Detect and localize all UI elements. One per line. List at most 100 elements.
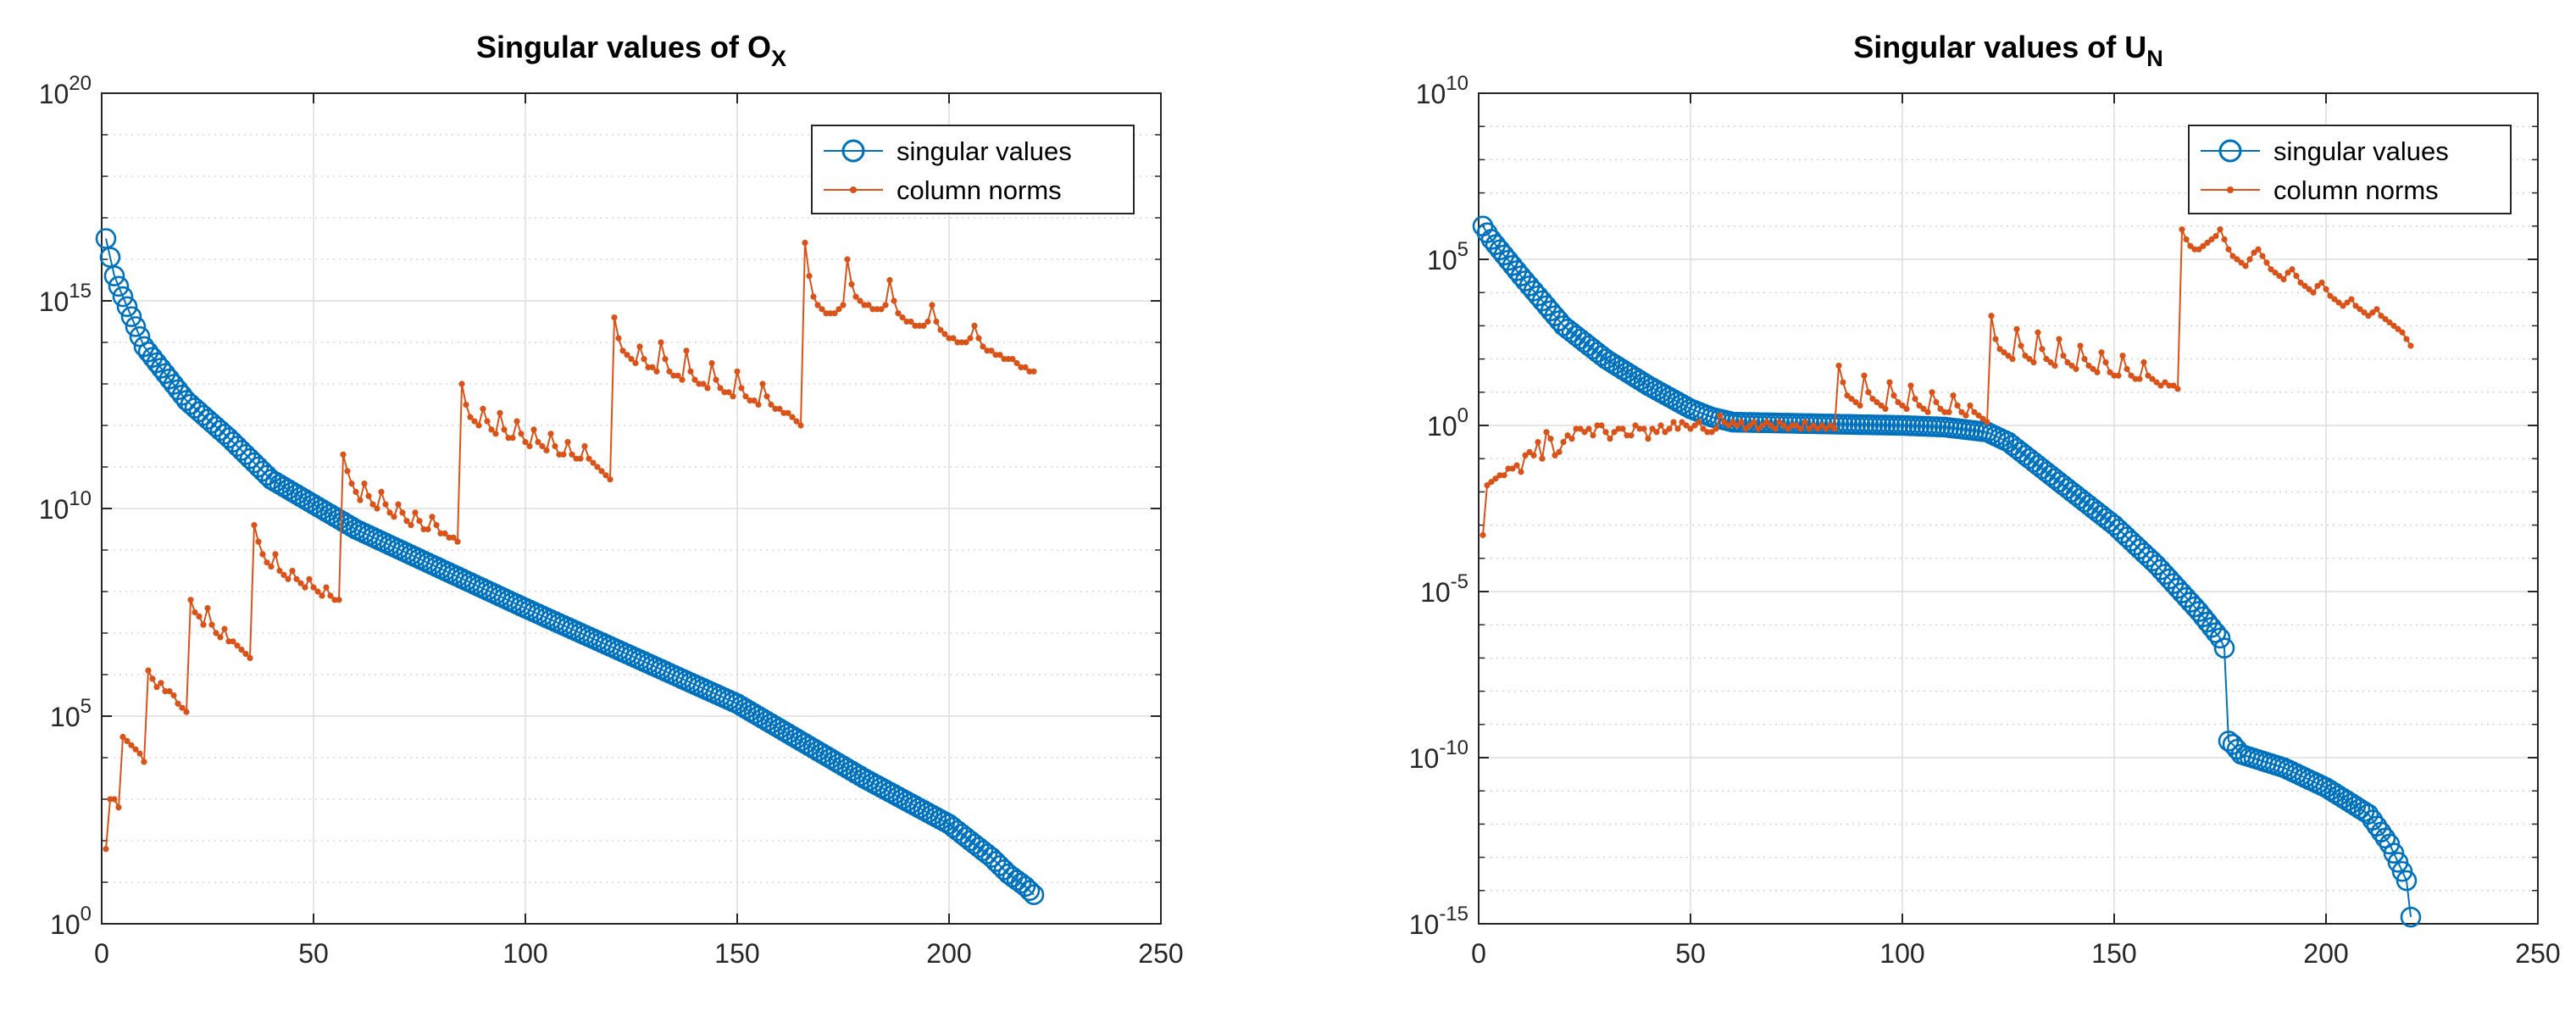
data-point-column-norms-139	[687, 368, 694, 375]
data-point-column-norms-4	[1492, 475, 1499, 482]
data-point-column-norms-54	[327, 592, 334, 599]
data-point-column-norms-163	[2166, 382, 2173, 389]
chart-title-left: Singular values of OX	[476, 30, 786, 71]
series-right	[1472, 215, 2422, 928]
data-point-column-norms-193	[2293, 273, 2300, 280]
xtick-label-left-250: 250	[1138, 938, 1183, 969]
ytick-label-exp: 20	[69, 72, 92, 95]
legend-label-column-right: column norms	[2273, 175, 2439, 205]
legend-marker-column-right	[2227, 186, 2234, 193]
data-point-singular-values-216	[2383, 842, 2405, 864]
data-point-column-norms-72	[403, 518, 410, 525]
data-point-column-norms-10	[1518, 469, 1524, 475]
data-point-column-norms-104	[539, 442, 546, 450]
axes-right: 0 50 100 150 200 25010-1510-1010-51001051010 …	[1409, 30, 2561, 969]
data-point-column-norms-57	[1717, 412, 1724, 419]
data-point-column-norms-131	[2030, 358, 2037, 366]
data-point-column-norms-6	[124, 737, 130, 745]
data-point-column-norms-118	[598, 468, 605, 475]
data-point-column-norms-138	[2060, 353, 2067, 359]
legend-box-right	[2188, 125, 2512, 214]
data-point-column-norms-167	[2183, 236, 2190, 243]
data-point-column-norms-113	[577, 455, 584, 462]
data-point-column-norms-196	[2306, 286, 2312, 292]
data-point-column-norms-194	[2297, 279, 2304, 286]
data-point-column-norms-96	[1882, 405, 1889, 412]
data-point-column-norms-2	[107, 796, 114, 803]
data-point-column-norms-137	[2056, 336, 2062, 342]
data-point-column-norms-195	[2301, 282, 2308, 289]
data-point-column-norms-161	[2157, 382, 2164, 389]
data-point-column-norms-204	[963, 339, 969, 346]
data-point-column-norms-90	[480, 405, 486, 412]
data-point-column-norms-54	[1704, 429, 1711, 436]
data-point-column-norms-133	[662, 356, 669, 363]
data-point-column-norms-125	[2005, 353, 2012, 359]
data-point-column-norms-108	[1933, 398, 1940, 406]
data-point-column-norms-196	[929, 302, 935, 308]
data-point-column-norms-172	[827, 310, 834, 317]
legend-label-column-left: column norms	[897, 175, 1062, 205]
data-point-column-norms-32	[1611, 429, 1618, 436]
ytick-label-right-10: 1010	[1416, 72, 1468, 109]
data-point-column-norms-207	[2352, 303, 2359, 309]
data-point-column-norms-50	[1687, 425, 1694, 432]
data-point-column-norms-140	[2068, 362, 2075, 370]
data-point-column-norms-60	[1729, 419, 1736, 425]
data-point-column-norms-209	[984, 347, 991, 354]
data-point-column-norms-144	[2085, 362, 2092, 370]
data-point-column-norms-138	[683, 347, 690, 354]
data-point-column-norms-202	[2331, 296, 2338, 303]
data-point-column-norms-145	[713, 376, 719, 383]
legend-left: singular values column norms	[811, 125, 1135, 214]
data-point-column-norms-95	[1878, 402, 1885, 409]
data-point-column-norms-199	[2318, 279, 2325, 286]
data-point-column-norms-220	[1030, 368, 1037, 375]
legend-marker-singular-right	[2218, 139, 2242, 163]
data-point-column-norms-132	[658, 339, 664, 346]
data-point-column-norms-67	[382, 501, 389, 508]
data-point-column-norms-165	[797, 422, 804, 429]
data-point-column-norms-67	[1759, 422, 1766, 429]
data-point-singular-values-215	[2379, 833, 2401, 855]
data-point-column-norms-120	[1984, 419, 1990, 425]
xtick-label-right-0: 0	[1471, 938, 1486, 969]
data-point-column-norms-184	[878, 306, 885, 313]
data-point-column-norms-219	[2403, 336, 2410, 342]
data-point-column-norms-100	[522, 439, 529, 446]
data-point-column-norms-200	[2323, 286, 2329, 292]
data-point-column-norms-217	[1018, 364, 1024, 370]
data-point-column-norms-42	[1653, 429, 1660, 436]
data-point-column-norms-155	[755, 401, 762, 408]
ytick-label-base: 10	[50, 702, 80, 732]
data-point-column-norms-84	[454, 538, 461, 545]
data-point-column-norms-164	[793, 418, 800, 425]
data-point-column-norms-197	[2310, 289, 2317, 296]
data-point-column-norms-46	[1670, 419, 1677, 425]
data-point-column-norms-177	[2225, 246, 2232, 253]
data-point-column-norms-155	[2132, 375, 2139, 382]
data-point-column-norms-22	[192, 609, 198, 616]
data-point-column-norms-110	[1941, 408, 1948, 415]
data-point-column-norms-146	[717, 385, 724, 392]
data-point-column-norms-38	[1636, 425, 1643, 432]
data-point-column-norms-2	[1484, 481, 1491, 489]
data-point-column-norms-62	[1738, 419, 1745, 425]
data-point-column-norms-214	[1005, 356, 1012, 363]
data-point-column-norms-123	[1996, 346, 2003, 353]
data-point-column-norms-53	[323, 584, 330, 591]
data-point-column-norms-24	[200, 621, 207, 628]
data-point-column-norms-33	[1615, 425, 1622, 432]
data-point-column-norms-33	[238, 647, 245, 653]
data-point-column-norms-7	[128, 742, 135, 748]
data-point-singular-values-217	[2387, 852, 2409, 873]
data-point-column-norms-27	[213, 630, 219, 636]
data-point-column-norms-19	[179, 704, 186, 711]
data-point-column-norms-115	[586, 455, 592, 462]
data-point-column-norms-119	[602, 472, 609, 479]
data-point-column-norms-88	[471, 418, 478, 425]
xtick-label-right-150: 150	[2091, 938, 2136, 969]
data-point-column-norms-77	[1802, 419, 1808, 425]
data-point-column-norms-45	[1666, 425, 1673, 432]
data-point-column-norms-49	[1683, 422, 1690, 429]
